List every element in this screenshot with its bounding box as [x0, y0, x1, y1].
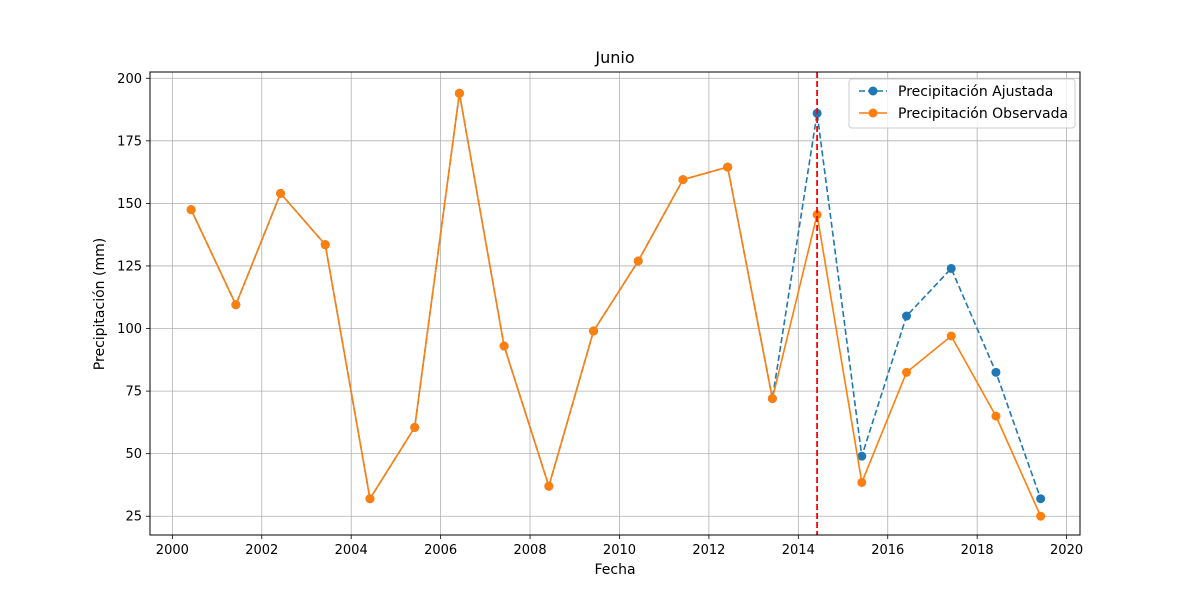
y-tick-label: 50	[125, 447, 142, 462]
x-axis-ticks: 2000 2002 2004 2006 2008 2010 2012 2014 2016 2018…	[156, 535, 1083, 558]
x-tick-label: 2014	[782, 543, 815, 558]
series-1-point	[767, 394, 777, 404]
y-tick-label: 100	[117, 322, 142, 337]
y-tick-label: 125	[117, 259, 142, 274]
legend-label-ajustada: Precipitación Ajustada	[898, 84, 1053, 100]
x-tick-label: 2016	[871, 543, 904, 558]
y-tick-label: 200	[117, 72, 142, 87]
chart-title: Junio	[594, 48, 634, 67]
series-1-point	[231, 300, 241, 310]
x-tick-label: 2012	[692, 543, 725, 558]
series-0-point	[946, 263, 956, 273]
y-tick-label: 150	[117, 197, 142, 212]
series-1-point	[633, 256, 643, 266]
x-tick-label: 2004	[335, 543, 368, 558]
x-tick-label: 2008	[514, 543, 547, 558]
series-1-point	[365, 494, 375, 504]
x-axis-label: Fecha	[594, 562, 635, 578]
grid	[150, 72, 1080, 535]
series-1-point	[410, 422, 420, 432]
x-tick-label: 2010	[603, 543, 636, 558]
series	[186, 88, 1046, 521]
series-1-point	[544, 481, 554, 491]
legend-marker-observada	[868, 108, 878, 118]
series-1-point	[678, 175, 688, 185]
y-axis-label: Precipitación (mm)	[92, 238, 108, 370]
legend-marker-ajustada	[868, 86, 878, 96]
x-tick-label: 2020	[1050, 543, 1083, 558]
y-tick-label: 25	[125, 510, 142, 525]
series-1-point	[812, 210, 822, 220]
series-0-point	[902, 311, 912, 321]
plot-frame	[149, 71, 1081, 536]
series-1-point	[902, 367, 912, 377]
series-1-point	[276, 188, 286, 198]
legend-box	[848, 78, 1076, 129]
series-1-point	[499, 341, 509, 351]
series-1-point	[454, 88, 464, 98]
series-1-point	[1036, 511, 1046, 521]
y-tick-label: 75	[125, 385, 142, 400]
x-tick-label: 2000	[156, 543, 189, 558]
series-1-point	[723, 162, 733, 172]
series-1-point	[320, 240, 330, 250]
x-tick-label: 2006	[424, 543, 457, 558]
x-tick-label: 2018	[961, 543, 994, 558]
x-tick-label: 2002	[245, 543, 278, 558]
legend-label-observada: Precipitación Observada	[898, 106, 1068, 122]
series-1-point	[186, 205, 196, 215]
legend: Precipitación Ajustada Precipitación Obs…	[848, 78, 1076, 129]
series-1-point	[857, 477, 867, 487]
series-0-point	[1036, 494, 1046, 504]
series-1-point	[589, 326, 599, 336]
series-1-point	[991, 411, 1001, 421]
y-tick-label: 175	[117, 134, 142, 149]
series-line-1	[190, 93, 1042, 517]
series-0-point	[857, 451, 867, 461]
series-0-point	[991, 367, 1001, 377]
series-1-point	[946, 331, 956, 341]
y-axis-ticks: 25 50 75 100 125 150 175 200	[117, 72, 150, 525]
